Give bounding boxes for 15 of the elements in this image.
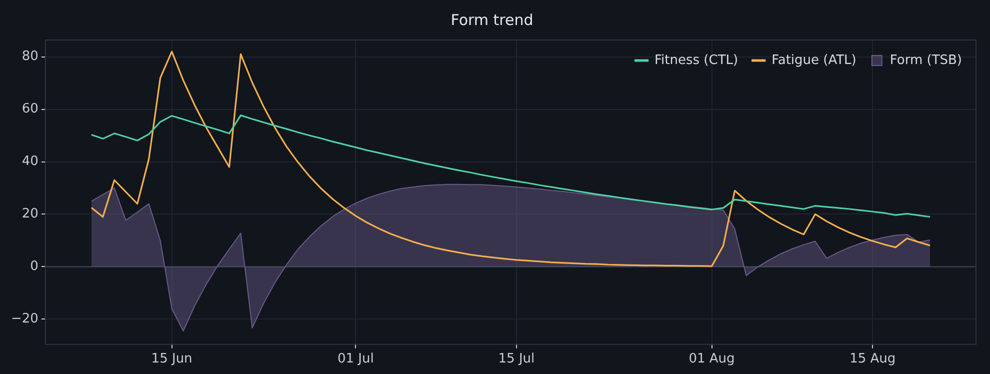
y-tick-label: 0 — [30, 259, 38, 274]
y-tick-label: −20 — [10, 312, 38, 327]
x-tick-label: 01 Jul — [337, 352, 374, 367]
y-tick-label: 40 — [22, 154, 38, 170]
y-tick-label: 60 — [22, 102, 38, 117]
y-tick-label: 80 — [22, 49, 38, 64]
legend-label: Form (TSB) — [890, 52, 962, 68]
chart-title: Form trend — [450, 10, 534, 29]
x-tick-label: 15 Jul — [498, 352, 535, 367]
x-tick-label: 15 Jun — [151, 352, 192, 367]
legend-label: Fatigue (ATL) — [772, 52, 856, 68]
legend-label: Fitness (CTL) — [654, 52, 738, 68]
x-tick-label: 15 Aug — [850, 352, 896, 367]
y-tick-label: 20 — [22, 206, 38, 222]
x-tick-label: 01 Aug — [688, 352, 735, 367]
